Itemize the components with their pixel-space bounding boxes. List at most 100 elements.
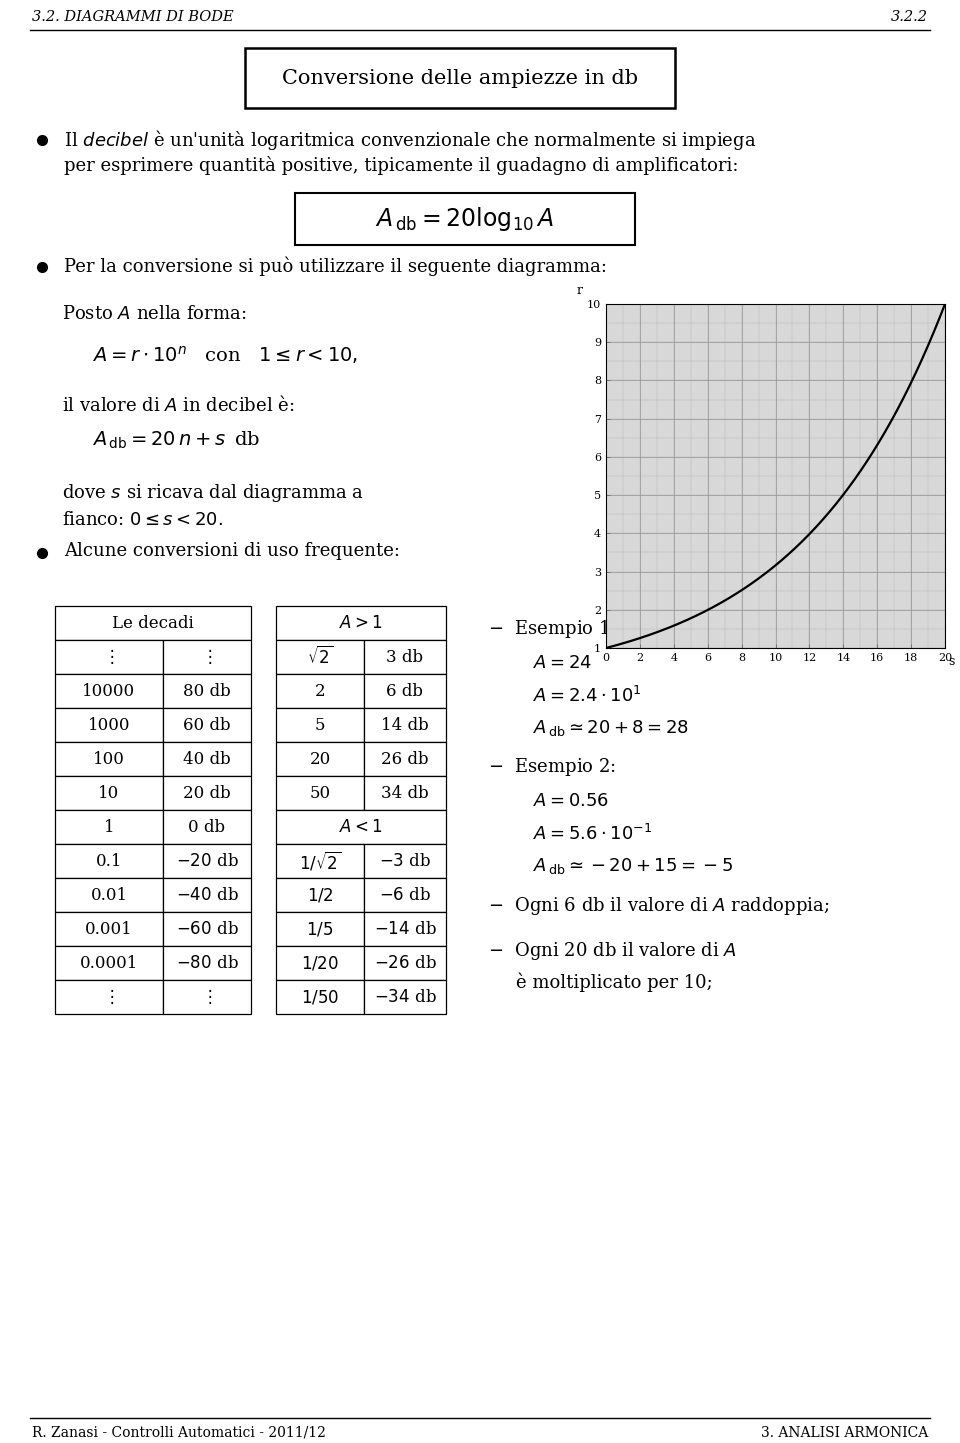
FancyBboxPatch shape	[163, 641, 251, 674]
FancyBboxPatch shape	[276, 947, 364, 980]
Text: è moltiplicato per 10;: è moltiplicato per 10;	[516, 973, 712, 991]
Text: $A = r \cdot 10^n$   con   $1 \leq r < 10,$: $A = r \cdot 10^n$ con $1 \leq r < 10,$	[92, 343, 358, 367]
Text: 2: 2	[315, 683, 325, 700]
Text: Il $\mathit{decibel}$ è un'unità logaritmica convenzionale che normalmente si im: Il $\mathit{decibel}$ è un'unità logarit…	[64, 128, 756, 152]
FancyBboxPatch shape	[364, 947, 446, 980]
FancyBboxPatch shape	[276, 641, 364, 674]
Text: $1/\sqrt{2}$: $1/\sqrt{2}$	[299, 850, 342, 873]
FancyBboxPatch shape	[364, 641, 446, 674]
Text: Per la conversione si può utilizzare il seguente diagramma:: Per la conversione si può utilizzare il …	[64, 255, 607, 276]
Text: s: s	[948, 655, 955, 668]
FancyBboxPatch shape	[55, 776, 163, 810]
Text: $-$  Ogni 20 db il valore di $A$: $-$ Ogni 20 db il valore di $A$	[488, 939, 737, 962]
Text: $-34$ db: $-34$ db	[373, 988, 437, 1006]
Text: 80 db: 80 db	[183, 683, 230, 700]
Text: 20: 20	[309, 750, 330, 768]
Text: $1/2$: $1/2$	[307, 886, 333, 903]
Text: 10000: 10000	[83, 683, 135, 700]
Text: 0 db: 0 db	[188, 818, 226, 835]
Text: 5: 5	[315, 717, 325, 733]
Text: $-80$ db: $-80$ db	[176, 954, 238, 971]
Text: $-14$ db: $-14$ db	[373, 921, 437, 938]
FancyBboxPatch shape	[163, 742, 251, 776]
Text: $A_{\,\mathrm{db}} \simeq 20 + 8 = 28$: $A_{\,\mathrm{db}} \simeq 20 + 8 = 28$	[533, 719, 689, 737]
Text: Posto $A$ nella forma:: Posto $A$ nella forma:	[62, 304, 247, 323]
FancyBboxPatch shape	[276, 606, 446, 641]
FancyBboxPatch shape	[276, 709, 364, 742]
Text: Alcune conversioni di uso frequente:: Alcune conversioni di uso frequente:	[64, 543, 400, 560]
FancyBboxPatch shape	[295, 193, 635, 245]
FancyBboxPatch shape	[163, 912, 251, 947]
Text: $A_{\,\mathrm{db}} = 20\,n + s\,$ db: $A_{\,\mathrm{db}} = 20\,n + s\,$ db	[92, 430, 260, 452]
Text: $-26$ db: $-26$ db	[373, 954, 437, 971]
FancyBboxPatch shape	[55, 980, 163, 1014]
Text: Conversione delle ampiezze in db: Conversione delle ampiezze in db	[282, 68, 638, 88]
Text: 14 db: 14 db	[381, 717, 429, 733]
Text: $\vdots$: $\vdots$	[202, 987, 212, 1007]
Text: 0.1: 0.1	[96, 853, 122, 870]
Text: 10: 10	[98, 785, 120, 801]
FancyBboxPatch shape	[364, 674, 446, 709]
FancyBboxPatch shape	[276, 844, 364, 877]
FancyBboxPatch shape	[276, 912, 364, 947]
FancyBboxPatch shape	[276, 776, 364, 810]
FancyBboxPatch shape	[55, 641, 163, 674]
Text: 3.2. DIAGRAMMI DI BODE: 3.2. DIAGRAMMI DI BODE	[32, 10, 233, 25]
FancyBboxPatch shape	[364, 709, 446, 742]
FancyBboxPatch shape	[276, 980, 364, 1014]
FancyBboxPatch shape	[55, 947, 163, 980]
FancyBboxPatch shape	[364, 776, 446, 810]
Text: $\vdots$: $\vdots$	[202, 648, 212, 667]
Text: Le decadi: Le decadi	[112, 615, 194, 632]
Text: $-6$ db: $-6$ db	[379, 886, 431, 903]
FancyBboxPatch shape	[163, 947, 251, 980]
Text: R. Zanasi - Controlli Automatici - 2011/12: R. Zanasi - Controlli Automatici - 2011/…	[32, 1426, 325, 1440]
FancyBboxPatch shape	[55, 912, 163, 947]
FancyBboxPatch shape	[364, 844, 446, 877]
FancyBboxPatch shape	[55, 810, 163, 844]
Text: 0.01: 0.01	[90, 886, 128, 903]
Text: fianco: $0 \leq s < 20.$: fianco: $0 \leq s < 20.$	[62, 511, 223, 530]
Text: 6 db: 6 db	[387, 683, 423, 700]
FancyBboxPatch shape	[163, 810, 251, 844]
Text: $\vdots$: $\vdots$	[104, 987, 114, 1007]
Text: $A < 1$: $A < 1$	[339, 818, 383, 835]
Text: 3 db: 3 db	[387, 648, 423, 665]
FancyBboxPatch shape	[55, 606, 251, 641]
Text: $-$  Esempio 1:: $-$ Esempio 1:	[488, 618, 616, 641]
Text: 0.001: 0.001	[85, 921, 132, 938]
Text: $A = 0.56$: $A = 0.56$	[533, 792, 610, 810]
Text: 1: 1	[104, 818, 114, 835]
Text: 50: 50	[309, 785, 330, 801]
Text: 26 db: 26 db	[381, 750, 429, 768]
FancyBboxPatch shape	[163, 709, 251, 742]
Text: 34 db: 34 db	[381, 785, 429, 801]
Text: $-40$ db: $-40$ db	[176, 886, 238, 903]
Text: $1/50$: $1/50$	[300, 988, 339, 1006]
Text: $\sqrt{2}$: $\sqrt{2}$	[307, 646, 333, 668]
FancyBboxPatch shape	[55, 709, 163, 742]
FancyBboxPatch shape	[364, 912, 446, 947]
FancyBboxPatch shape	[245, 48, 675, 108]
Text: $-$  Esempio 2:: $-$ Esempio 2:	[488, 756, 616, 778]
FancyBboxPatch shape	[276, 877, 364, 912]
FancyBboxPatch shape	[163, 877, 251, 912]
FancyBboxPatch shape	[364, 877, 446, 912]
Text: $-20$ db: $-20$ db	[176, 853, 238, 870]
Text: $-3$ db: $-3$ db	[379, 853, 431, 870]
FancyBboxPatch shape	[55, 877, 163, 912]
Text: $-$  Ogni 6 db il valore di $A$ raddoppia;: $-$ Ogni 6 db il valore di $A$ raddoppia…	[488, 895, 829, 916]
Text: 60 db: 60 db	[183, 717, 230, 733]
Text: $-60$ db: $-60$ db	[176, 921, 238, 938]
FancyBboxPatch shape	[276, 810, 446, 844]
Text: il valore di $A$ in decibel è:: il valore di $A$ in decibel è:	[62, 395, 295, 416]
FancyBboxPatch shape	[364, 980, 446, 1014]
Text: $A > 1$: $A > 1$	[339, 615, 383, 632]
Text: 3. ANALISI ARMONICA: 3. ANALISI ARMONICA	[760, 1426, 928, 1440]
FancyBboxPatch shape	[163, 980, 251, 1014]
Text: $A_{\,\mathrm{db}} \simeq -20 + 15 = -5$: $A_{\,\mathrm{db}} \simeq -20 + 15 = -5$	[533, 856, 733, 876]
FancyBboxPatch shape	[276, 742, 364, 776]
Text: per esprimere quantità positive, tipicamente il guadagno di amplificatori:: per esprimere quantità positive, tipicam…	[64, 156, 738, 175]
FancyBboxPatch shape	[163, 776, 251, 810]
Text: 100: 100	[93, 750, 125, 768]
